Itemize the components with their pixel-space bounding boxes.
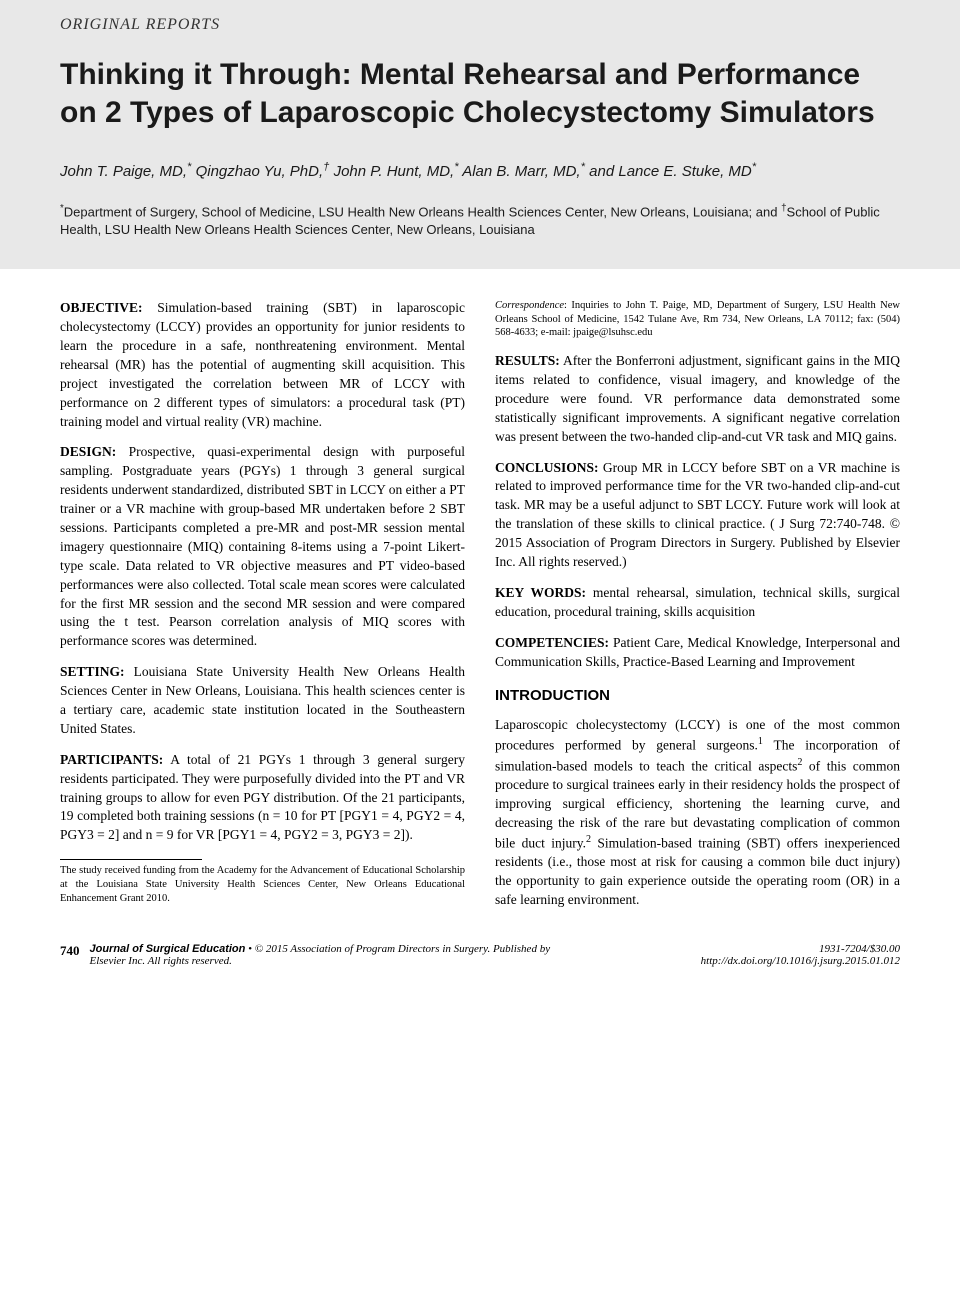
page-footer: 740 Journal of Surgical Education • © 20… <box>0 935 960 987</box>
section-label: ORIGINAL REPORTS <box>60 16 220 33</box>
article-body: OBJECTIVE: Simulation-based training (SB… <box>0 269 960 934</box>
abstract-conclusions: CONCLUSIONS: Group MR in LCCY before SBT… <box>495 459 900 572</box>
article-title: Thinking it Through: Mental Rehearsal an… <box>60 56 900 131</box>
abstract-results: RESULTS: After the Bonferroni adjustment… <box>495 352 900 446</box>
objective-text: Simulation-based training (SBT) in lapar… <box>60 300 465 428</box>
page-number: 740 <box>60 943 80 959</box>
correspondence-footnote: Correspondence: Inquiries to John T. Pai… <box>495 299 900 340</box>
design-label: DESIGN: <box>60 444 116 459</box>
section-header: ORIGINAL REPORTS <box>0 0 960 46</box>
abstract-setting: SETTING: Louisiana State University Heal… <box>60 663 465 739</box>
setting-label: SETTING: <box>60 664 125 679</box>
design-text: Prospective, quasi-experimental design w… <box>60 444 465 648</box>
abstract-competencies: COMPETENCIES: Patient Care, Medical Know… <box>495 634 900 672</box>
funding-footnote: The study received funding from the Acad… <box>60 864 465 905</box>
conclusions-label: CONCLUSIONS: <box>495 460 599 475</box>
introduction-para1: Laparoscopic cholecystectomy (LCCY) is o… <box>495 716 900 909</box>
abstract-design: DESIGN: Prospective, quasi-experimental … <box>60 443 465 651</box>
journal-name: Journal of Surgical Education <box>90 943 246 955</box>
abstract-keywords: KEY WORDS: mental rehearsal, simulation,… <box>495 584 900 622</box>
title-block: Thinking it Through: Mental Rehearsal an… <box>0 46 960 269</box>
objective-label: OBJECTIVE: <box>60 300 143 315</box>
issn: 1931-7204/$30.00 <box>701 943 900 955</box>
conclusions-text: Group MR in LCCY before SBT on a VR mach… <box>495 460 900 569</box>
footer-left: 740 Journal of Surgical Education • © 20… <box>60 943 550 967</box>
abstract-participants: PARTICIPANTS: A total of 21 PGYs 1 throu… <box>60 751 465 845</box>
introduction-heading: INTRODUCTION <box>495 685 900 706</box>
keywords-label: KEY WORDS: <box>495 585 586 600</box>
abstract-objective: OBJECTIVE: Simulation-based training (SB… <box>60 299 465 431</box>
footnote-rule <box>60 859 202 860</box>
affiliations: *Department of Surgery, School of Medici… <box>60 202 900 240</box>
participants-label: PARTICIPANTS: <box>60 752 163 767</box>
competencies-label: COMPETENCIES: <box>495 635 609 650</box>
doi: http://dx.doi.org/10.1016/j.jsurg.2015.0… <box>701 955 900 967</box>
results-label: RESULTS: <box>495 353 560 368</box>
footer-right: 1931-7204/$30.00 http://dx.doi.org/10.10… <box>701 943 900 967</box>
authors: John T. Paige, MD,* Qingzhao Yu, PhD,† J… <box>60 159 900 184</box>
